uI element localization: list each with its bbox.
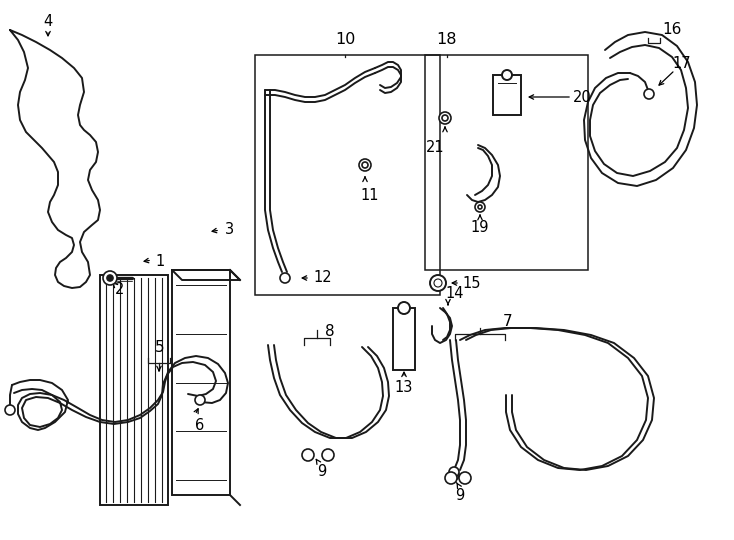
Text: 7: 7: [504, 314, 513, 329]
Circle shape: [475, 202, 485, 212]
Circle shape: [449, 467, 459, 477]
Circle shape: [478, 205, 482, 209]
Text: 21: 21: [426, 140, 444, 156]
Circle shape: [195, 395, 205, 405]
Circle shape: [359, 159, 371, 171]
Text: 8: 8: [325, 325, 335, 340]
Circle shape: [103, 271, 117, 285]
Circle shape: [644, 89, 654, 99]
Text: 19: 19: [470, 220, 490, 235]
Text: 17: 17: [672, 56, 691, 71]
Text: 6: 6: [195, 417, 205, 433]
Circle shape: [442, 115, 448, 121]
Bar: [393, 308, 415, 370]
Circle shape: [362, 162, 368, 168]
Text: 11: 11: [360, 187, 379, 202]
Text: 16: 16: [662, 23, 682, 37]
Text: 9: 9: [317, 464, 327, 480]
Text: 9: 9: [455, 489, 465, 503]
Text: 18: 18: [437, 32, 457, 48]
Text: 12: 12: [313, 271, 333, 286]
Circle shape: [434, 279, 442, 287]
Circle shape: [439, 112, 451, 124]
Circle shape: [445, 472, 457, 484]
Text: 2: 2: [115, 282, 125, 298]
Text: 3: 3: [225, 222, 235, 238]
Text: 13: 13: [395, 381, 413, 395]
Circle shape: [398, 302, 410, 314]
Text: 20: 20: [573, 90, 592, 105]
Circle shape: [322, 449, 334, 461]
Circle shape: [502, 70, 512, 80]
Text: 5: 5: [155, 341, 165, 355]
Bar: [100, 275, 168, 505]
Text: 14: 14: [446, 287, 464, 301]
Text: 1: 1: [156, 254, 164, 269]
Circle shape: [107, 275, 113, 281]
Bar: [172, 270, 230, 495]
Text: 10: 10: [335, 32, 355, 48]
Bar: [255, 55, 440, 295]
Circle shape: [449, 470, 459, 480]
Text: 4: 4: [43, 15, 53, 30]
Bar: [425, 55, 588, 270]
Circle shape: [459, 472, 471, 484]
Text: 15: 15: [462, 275, 482, 291]
Circle shape: [302, 449, 314, 461]
Bar: [493, 75, 521, 115]
Circle shape: [280, 273, 290, 283]
Circle shape: [5, 405, 15, 415]
Circle shape: [430, 275, 446, 291]
